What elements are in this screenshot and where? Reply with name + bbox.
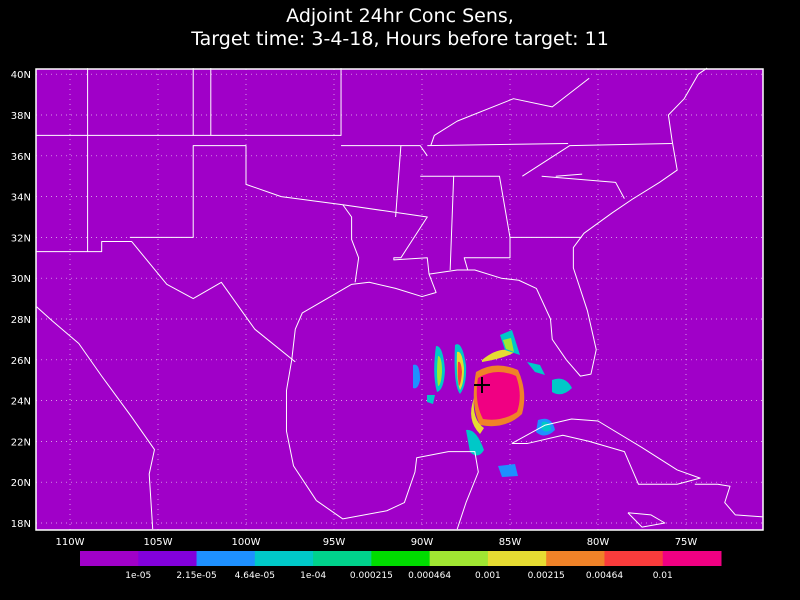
colorbar-label: 0.000215 (350, 571, 393, 581)
lon-label: 105W (144, 537, 173, 548)
colorbar-label: 1e-05 (125, 571, 151, 581)
lat-label: 34N (11, 193, 31, 204)
lat-label: 30N (11, 274, 31, 285)
lat-label: 32N (11, 233, 31, 244)
coastline (541, 175, 625, 199)
colorbar-swatch (138, 551, 198, 566)
coastline (341, 145, 428, 157)
lon-label: 80W (587, 537, 610, 548)
colorbar-swatch (80, 551, 139, 566)
coastline (36, 306, 155, 530)
lat-label: 40N (11, 70, 31, 81)
coastline (316, 451, 479, 530)
target-marker (474, 377, 490, 393)
title-line: Adjoint 24hr Conc Sens, (286, 5, 514, 27)
colorbar-swatch (546, 551, 605, 566)
colorbar-label: 0.000464 (408, 571, 451, 581)
lon-label: 85W (499, 537, 522, 548)
colorbar-swatch (196, 551, 256, 566)
coastline (511, 418, 701, 485)
map-frame (35, 68, 764, 531)
lon-label: 110W (56, 537, 85, 548)
colorbar-swatch (487, 551, 547, 566)
axis-labels: 18N 20N 22N 24N 26N 28N 30N 32N 34N 36N 38N 40N 110W… (11, 70, 698, 548)
colorbar-swatch (371, 551, 431, 566)
coastline (395, 145, 402, 218)
coastline (36, 240, 296, 363)
colorbar-label: 0.00464 (586, 571, 623, 581)
colorbar-label: 0.00215 (528, 571, 565, 581)
coastline (342, 204, 430, 275)
colorbar-label: 1e-04 (300, 571, 326, 581)
coastline (694, 483, 764, 518)
colorbar-label: 0.01 (653, 571, 673, 581)
colorbar-label: 4.64e-05 (235, 571, 275, 581)
coastline (36, 68, 342, 136)
lat-label: 22N (11, 437, 31, 448)
coastline (555, 173, 583, 177)
lon-label: 90W (411, 537, 434, 548)
title-line: Target time: 3-4-18, Hours before target… (190, 28, 609, 50)
lon-label: 100W (232, 537, 261, 548)
lat-label: 24N (11, 397, 31, 408)
colorbar-label: 0.001 (475, 571, 501, 581)
sensitivity-contours (413, 330, 572, 477)
colorbar-swatch (313, 551, 372, 566)
lon-label: 95W (323, 537, 346, 548)
lat-label: 36N (11, 152, 31, 163)
coastline (627, 512, 666, 528)
lat-label: 38N (11, 111, 31, 122)
colorbar-swatch (662, 551, 722, 566)
colorbar-swatch (604, 551, 664, 566)
coastline (129, 145, 360, 283)
coastline (285, 67, 708, 501)
coastline (430, 77, 590, 146)
colorbar-swatch (429, 551, 489, 566)
colorbar-label: 2.15e-05 (176, 571, 216, 581)
lat-label: 28N (11, 315, 31, 326)
colorbar-swatch (254, 551, 314, 566)
lat-label: 20N (11, 478, 31, 489)
lon-label: 75W (675, 537, 698, 548)
coastline (522, 143, 672, 177)
graticule (36, 69, 763, 530)
coastline (427, 143, 569, 147)
coastlines (36, 67, 764, 530)
colorbar: 1e-05 2.15e-05 4.64e-05 1e-04 0.000215 0.0004… (80, 551, 722, 581)
lat-label: 26N (11, 356, 31, 367)
lat-label: 18N (11, 519, 31, 530)
